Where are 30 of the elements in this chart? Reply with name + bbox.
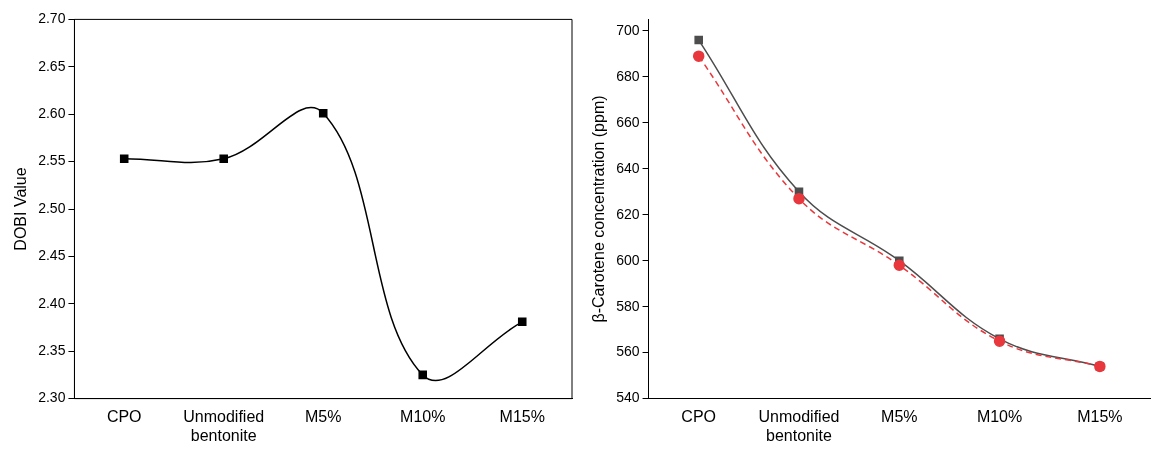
y-tick-label: 2.65 — [38, 57, 66, 74]
x-tick-label: M5% — [305, 407, 342, 425]
y-axis-title: DOBI Value — [12, 167, 30, 251]
y-tick-label: 680 — [616, 67, 640, 84]
y-tick-label: 2.30 — [38, 389, 66, 406]
y-tick-label: 600 — [616, 251, 640, 268]
x-tick-label: CPO — [106, 407, 142, 425]
x-tick-label: M15% — [1077, 407, 1123, 425]
y-tick-label: 2.60 — [38, 105, 66, 122]
y-tick-label: 2.50 — [38, 199, 66, 216]
y-tick-label: 2.35 — [38, 342, 66, 359]
x-tick-label: CPO — [681, 407, 717, 425]
y-tick-label: 700 — [616, 21, 640, 38]
y-tick-label: 2.70 — [38, 10, 66, 27]
x-tick-label: Unmodified bentonite — [183, 407, 265, 444]
y-tick-label: 2.40 — [38, 294, 66, 311]
y-tick-label: 2.55 — [38, 152, 66, 169]
y-tick-label: 540 — [616, 389, 640, 406]
y-tick-label: 580 — [616, 297, 640, 314]
x-tick-label: M10% — [400, 407, 446, 425]
y-tick-label: 560 — [616, 343, 640, 360]
x-tick-label: M5% — [881, 407, 918, 425]
y-axis-title: β-Carotene concentration (ppm) — [590, 95, 608, 323]
y-tick-label: 620 — [616, 205, 640, 222]
y-tick-label: 2.45 — [38, 247, 66, 264]
y-tick-label: 640 — [616, 159, 640, 176]
x-tick-label: M10% — [976, 407, 1023, 425]
y-tick-label: 660 — [616, 113, 640, 130]
x-tick-label: M15% — [499, 407, 545, 425]
x-tick-label: Unmodified bentonite — [758, 407, 840, 444]
